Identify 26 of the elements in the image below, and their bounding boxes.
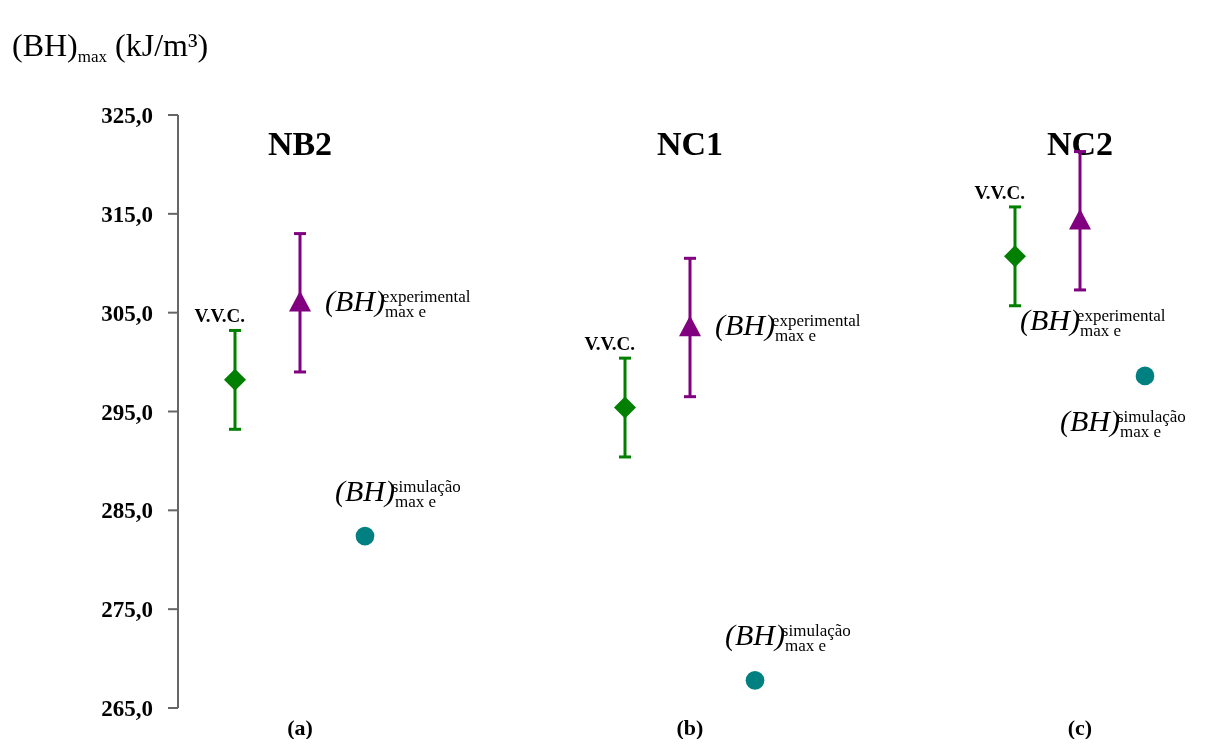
point [745,670,765,690]
text: V.V.C. [974,181,1025,203]
x-tick-label: (c) [1067,715,1093,740]
point [355,526,375,546]
y-tick-label: 285,0 [101,498,153,524]
point [614,396,636,419]
y-tick-label: 275,0 [101,597,153,623]
point [289,290,311,312]
annotation: NC1 [656,125,724,162]
x-tick-label: (a) [287,715,313,740]
x-tick-label: (b) [676,715,704,740]
y-tick-label: 265,0 [101,696,153,721]
y-tick-label: 295,0 [101,399,153,425]
y-axis-title: (BH)$_{max}$ (kJ/m³) [12,27,209,66]
point [1004,245,1026,268]
annotation: NB2 [267,125,333,162]
text: V.V.C. [194,305,245,327]
y-tick-label: 325,0 [101,103,153,128]
annotation: NC2 [1046,125,1114,162]
y-tick-label: 305,0 [101,300,153,326]
point [1135,366,1155,386]
point [679,315,701,337]
point [224,368,246,391]
text: V.V.C. [584,333,635,355]
point [1069,208,1091,230]
y-tick-label: 315,0 [101,201,153,227]
